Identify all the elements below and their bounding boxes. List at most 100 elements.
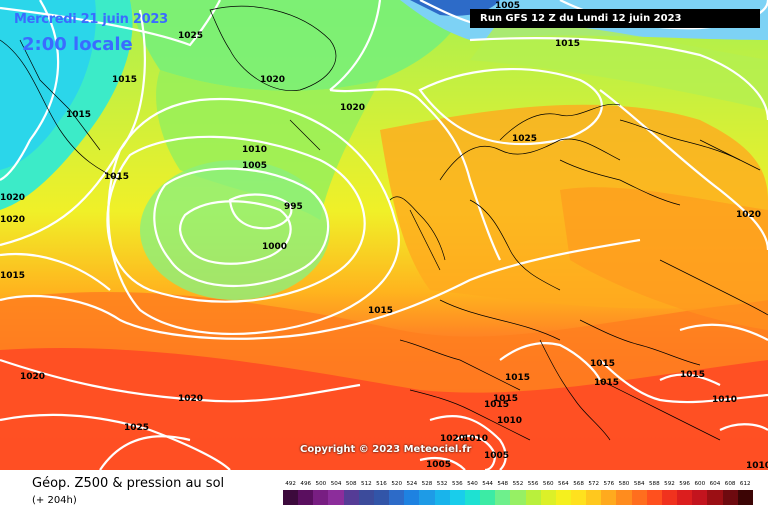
scale-label: 612 [739, 481, 751, 487]
scale-label: 556 [527, 481, 539, 487]
scale-label: 568 [573, 481, 584, 487]
scale-label: 552 [512, 481, 524, 487]
run-banner: Run GFS 12 Z du Lundi 12 juin 2023 [470, 9, 760, 28]
isobar-label: 1000 [262, 242, 287, 252]
scale-swatch [404, 490, 420, 505]
scale-label: 512 [361, 481, 372, 487]
scale-label: 608 [724, 481, 736, 487]
isobar-label: 1010 [497, 416, 522, 426]
isobar-label: 1015 [555, 39, 580, 49]
isobar-label: 1025 [124, 423, 149, 433]
scale-label: 596 [679, 481, 690, 487]
map-title: Géop. Z500 & pression au sol [32, 476, 225, 491]
isobar-label: 1015 [680, 370, 705, 380]
scale-swatch [464, 490, 481, 505]
scale-swatch [449, 490, 465, 505]
legend-footer: Géop. Z500 & pression au sol (+ 204h) 49… [0, 470, 768, 512]
scale-swatch [419, 490, 435, 505]
isobar-label: 1010 [242, 145, 267, 155]
isobar-label: 1020 [178, 394, 203, 404]
scale-label: 500 [315, 481, 327, 487]
scale-swatch [707, 490, 723, 505]
forecast-time: 2:00 locale [22, 34, 133, 55]
scale-swatch [555, 490, 571, 505]
color-scale: 492 496 500 504 508 512 516 520 524 528 532 536 540 5… [283, 480, 753, 505]
scale-swatch [283, 490, 299, 505]
scale-swatch [722, 490, 738, 505]
color-scale-swatches [283, 490, 753, 505]
scale-label: 580 [618, 481, 630, 487]
isobar-label: 1015 [0, 271, 25, 281]
isobar-label: 1005 [426, 460, 451, 470]
scale-label: 520 [391, 481, 403, 487]
scale-swatch [480, 490, 496, 505]
isobar-label: 1025 [178, 31, 203, 41]
scale-label: 508 [345, 481, 357, 487]
scale-label: 492 [285, 481, 296, 487]
scale-swatch [677, 490, 693, 505]
scale-label: 604 [709, 481, 721, 487]
scale-label: 576 [603, 481, 615, 487]
scale-label: 584 [633, 481, 645, 487]
scale-label: 540 [467, 481, 478, 487]
scale-label: 544 [482, 481, 493, 487]
isobar-label: 1020 [20, 372, 45, 382]
isobar-label: 1010 [746, 461, 768, 470]
isobar-label: 1005 [484, 451, 509, 461]
scale-swatch [298, 490, 314, 505]
scale-swatch [631, 490, 647, 505]
scale-label: 532 [436, 481, 448, 487]
isobar-labels: 1005 1025 1015 1015 1020 1015 1020 1020 … [0, 1, 768, 470]
scale-swatch [373, 490, 390, 505]
isobar-label: 1020 [340, 103, 365, 113]
isobar-label: 1010 [712, 395, 737, 405]
scale-label: 560 [542, 481, 554, 487]
scale-swatch [495, 490, 511, 505]
scale-swatch [434, 490, 450, 505]
isobar-label: 1020 [736, 210, 761, 220]
scale-label: 536 [451, 481, 463, 487]
isobar-label: 1015 [66, 110, 91, 120]
scale-label: 524 [406, 481, 418, 487]
isobar-label: 1010 [463, 434, 488, 444]
scale-label: 516 [376, 481, 387, 487]
isobar-label: 1015 [484, 400, 509, 410]
pressure-map: 1005 1025 1015 1015 1020 1015 1020 1020 … [0, 0, 768, 470]
isobar-label: 1020 [260, 75, 285, 85]
scale-label: 548 [497, 481, 509, 487]
scale-label: 564 [558, 481, 569, 487]
scale-swatch [601, 490, 617, 505]
forecast-range: (+ 204h) [32, 495, 77, 506]
isobar-label: 1005 [495, 1, 520, 11]
coastlines [0, 5, 768, 441]
scale-label: 496 [300, 481, 312, 487]
isobar-label: 1020 [0, 215, 25, 225]
scale-swatch [586, 490, 602, 505]
isobar-label: 1015 [368, 306, 393, 316]
isobar-label: 1020 [0, 193, 25, 203]
isobar-label: 1015 [104, 172, 129, 182]
isobars [0, 0, 768, 470]
geopotential-field [0, 0, 768, 470]
isobar-label: 1015 [594, 378, 619, 388]
forecast-date: Mercredi 21 juin 2023 [14, 12, 168, 27]
isobar-label: 1015 [112, 75, 137, 85]
isobar-label: 1005 [242, 161, 267, 171]
scale-swatch [646, 490, 662, 505]
scale-label: 528 [421, 481, 433, 487]
scale-label: 572 [588, 481, 600, 487]
isobar-label: 995 [284, 202, 303, 212]
scale-label: 588 [648, 481, 660, 487]
scale-label: 600 [694, 481, 706, 487]
scale-swatch [328, 490, 344, 505]
isobar-label: 1025 [512, 134, 537, 144]
scale-swatch [389, 490, 405, 505]
isobar-label: 1015 [493, 394, 518, 404]
scale-swatch [737, 490, 753, 505]
copyright-text: Copyright © 2023 Meteociel.fr [300, 444, 472, 455]
scale-swatch [661, 490, 678, 505]
isobar-label: 1015 [590, 359, 615, 369]
scale-swatch [510, 490, 526, 505]
scale-label: 504 [330, 481, 342, 487]
scale-swatch [540, 490, 556, 505]
